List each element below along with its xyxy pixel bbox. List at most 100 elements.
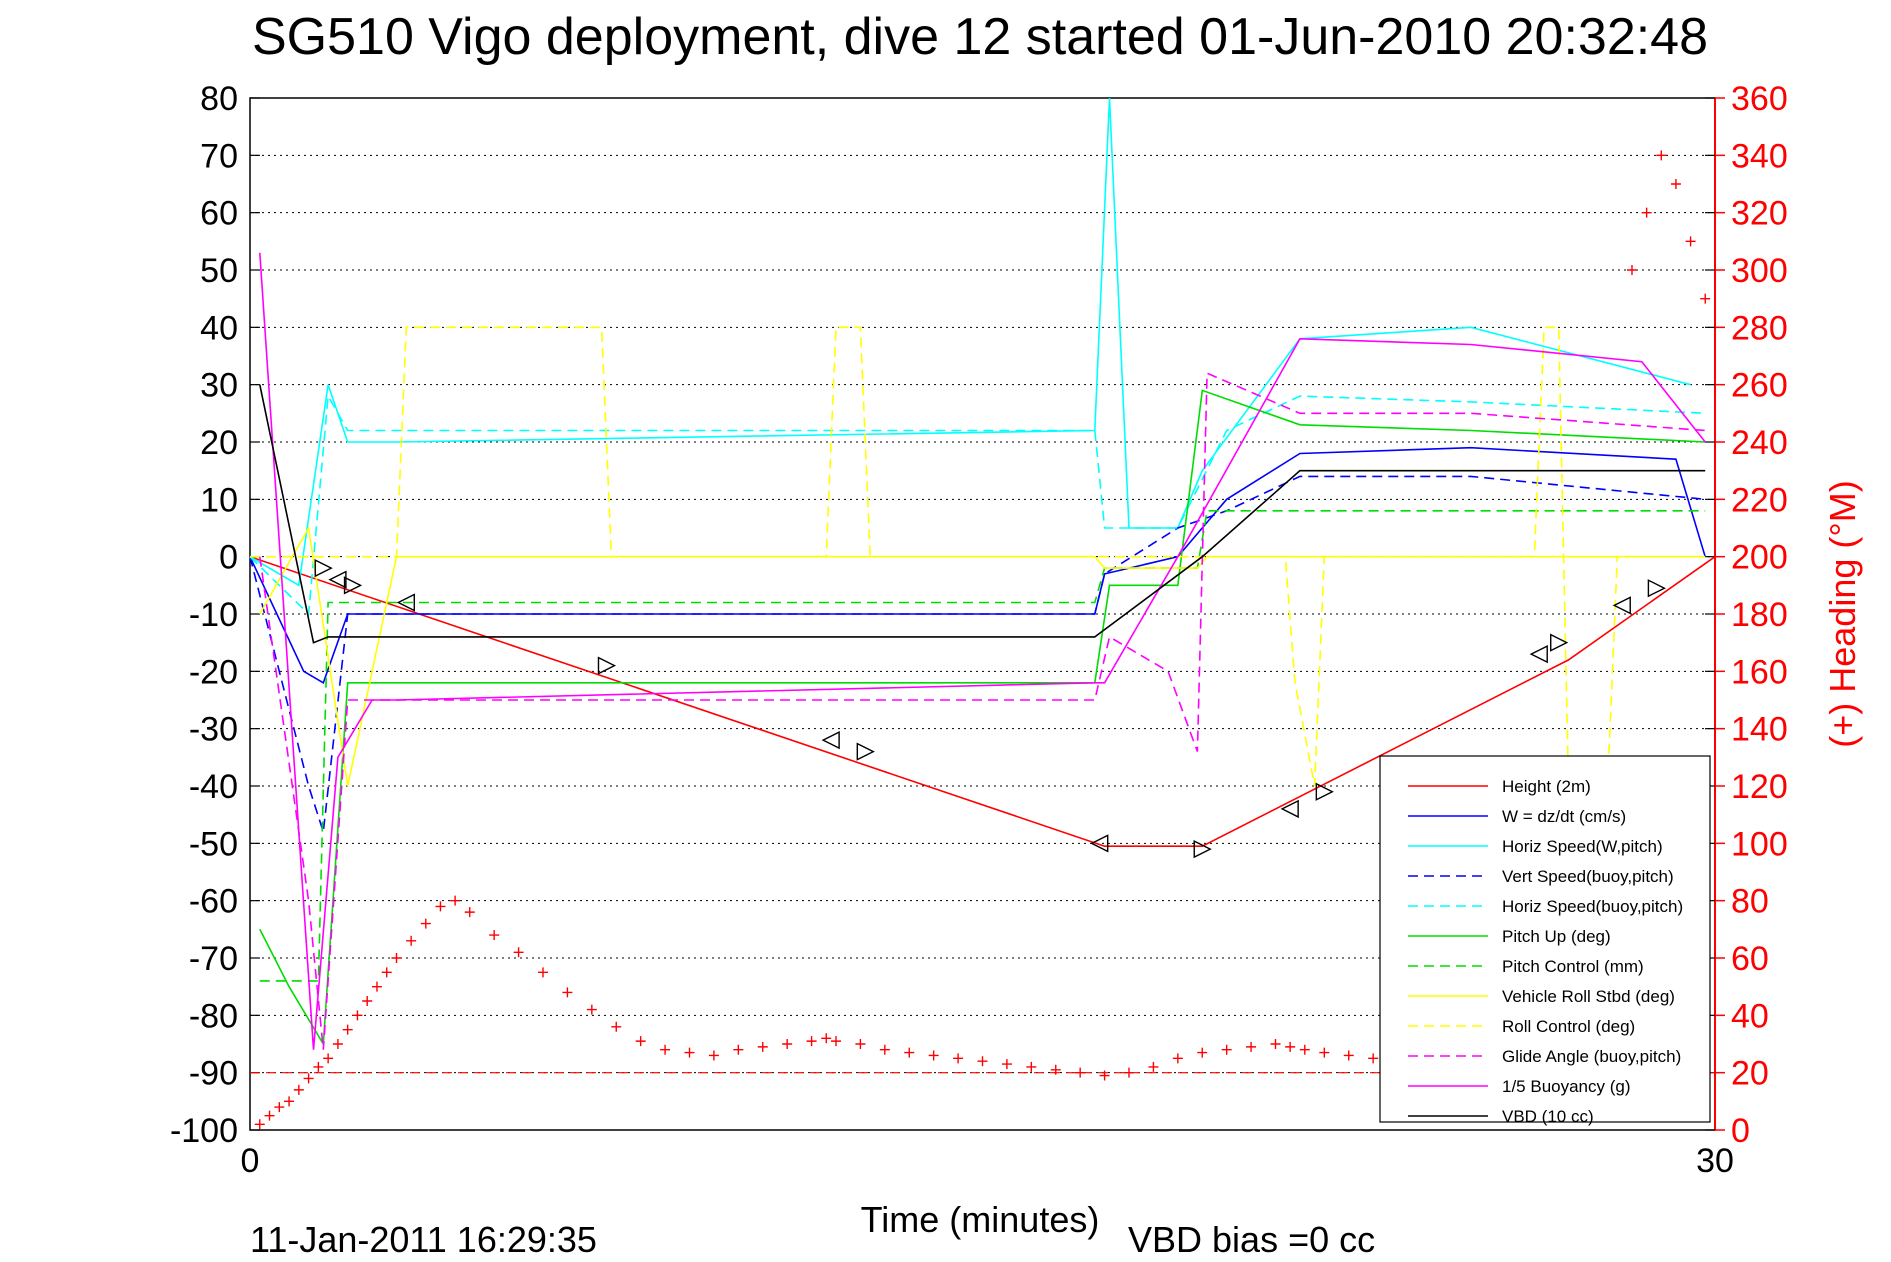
triangle-marker	[856, 742, 875, 761]
series-line-2	[249, 97, 1691, 587]
heading-tick-label: 320	[1731, 195, 1788, 233]
right-y-axis: 3603403203002802602402202001801601401201…	[1715, 80, 1788, 1150]
heading-point	[1670, 179, 1681, 189]
left-tick-label: 50	[200, 252, 238, 290]
left-tick-label: -80	[189, 997, 238, 1035]
heading-point	[1221, 1044, 1232, 1055]
left-tick-label: -90	[189, 1055, 238, 1093]
left-tick-label: 70	[200, 137, 238, 175]
heading-point	[855, 1039, 866, 1049]
heading-point	[1050, 1064, 1061, 1075]
heading-point	[332, 1039, 343, 1049]
heading-point	[684, 1047, 695, 1058]
heading-point	[1319, 1047, 1330, 1058]
series-line-4	[249, 393, 1706, 616]
heading-point	[635, 1036, 646, 1047]
series-line-0	[249, 555, 1716, 848]
triangle-marker	[1193, 839, 1212, 859]
heading-point	[371, 981, 382, 992]
triangle-marker	[396, 593, 415, 612]
heading-point	[362, 996, 373, 1006]
heading-tick-label: 180	[1731, 596, 1788, 634]
heading-tick-label: 120	[1731, 768, 1788, 806]
heading-point	[1299, 1044, 1310, 1055]
heading-point	[513, 947, 524, 958]
left-tick-label: -40	[189, 768, 238, 806]
footer-vbd-bias: VBD bias =0 cc	[1128, 1219, 1375, 1260]
heading-point	[1626, 265, 1637, 275]
left-tick-label: 60	[200, 195, 238, 233]
heading-point	[1641, 207, 1652, 218]
heading-point	[1026, 1061, 1037, 1072]
legend-entry: Pitch Up (deg)	[1502, 927, 1611, 946]
heading-point	[538, 967, 548, 978]
heading-point	[1001, 1059, 1012, 1070]
heading-tick-label: 0	[1731, 1112, 1750, 1150]
triangle-marker	[1647, 579, 1666, 598]
heading-point	[928, 1050, 939, 1061]
left-tick-label: -100	[170, 1112, 238, 1150]
heading-point	[831, 1036, 841, 1047]
heading-tick-label: 360	[1731, 80, 1788, 118]
heading-point	[254, 1119, 265, 1130]
legend-entry: Roll Control (deg)	[1502, 1017, 1635, 1036]
heading-point	[274, 1102, 285, 1113]
x-tick-label: 0	[241, 1142, 260, 1180]
heading-point	[1148, 1061, 1159, 1072]
triangle-marker	[343, 576, 363, 595]
heading-tick-label: 40	[1731, 997, 1769, 1035]
heading-point	[782, 1039, 793, 1049]
heading-point	[806, 1036, 817, 1047]
heading-point	[352, 1010, 363, 1021]
heading-point	[660, 1044, 671, 1055]
heading-tick-label: 280	[1731, 309, 1788, 347]
left-tick-label: 30	[200, 367, 238, 405]
triangle-marker	[1529, 645, 1548, 664]
triangle-marker	[1280, 799, 1299, 819]
x-axis: 0 30	[241, 1142, 1734, 1180]
heading-tick-label: 140	[1731, 711, 1788, 749]
series-line-7	[259, 525, 1706, 787]
heading-point	[464, 907, 475, 918]
left-tick-label: 20	[200, 424, 238, 462]
left-tick-label: 80	[200, 80, 238, 118]
heading-point	[303, 1073, 314, 1084]
heading-tick-label: 340	[1731, 137, 1788, 175]
legend-entry: W = dz/dt (cm/s)	[1502, 807, 1626, 826]
heading-point	[733, 1044, 744, 1055]
heading-point	[323, 1053, 334, 1064]
heading-point	[1172, 1053, 1183, 1064]
left-tick-label: -60	[189, 883, 238, 921]
heading-tick-label: 60	[1731, 940, 1769, 978]
triangle-marker	[1612, 596, 1631, 615]
series-line-10	[259, 252, 1706, 1050]
heading-point	[489, 930, 500, 941]
heading-tick-label: 300	[1731, 252, 1788, 290]
left-tick-label: 0	[219, 539, 238, 577]
x-tick-label: 30	[1696, 1142, 1734, 1180]
series-line-9	[259, 371, 1706, 1050]
heading-point	[953, 1053, 964, 1064]
heading-point	[313, 1061, 324, 1072]
left-tick-label: -10	[189, 596, 238, 634]
heading-point	[420, 918, 431, 929]
heading-point	[708, 1050, 719, 1061]
chart-title: SG510 Vigo deployment, dive 12 started 0…	[252, 8, 1708, 66]
heading-point	[1270, 1039, 1281, 1049]
heading-point	[1197, 1047, 1208, 1058]
series-lines	[249, 97, 1716, 1050]
series-line-1	[249, 446, 1706, 684]
heading-tick-label: 160	[1731, 653, 1788, 691]
heading-point	[342, 1024, 353, 1035]
triangle-markers	[314, 559, 1666, 859]
footer-timestamp: 11-Jan-2011 16:29:35	[250, 1219, 597, 1260]
heading-point	[879, 1044, 890, 1055]
triangle-marker	[328, 570, 347, 589]
legend-entry: Horiz Speed(buoy,pitch)	[1502, 897, 1683, 916]
heading-tick-label: 80	[1731, 883, 1769, 921]
heading-point	[757, 1041, 768, 1052]
right-axis-label: (+) Heading (°M)	[1822, 480, 1863, 747]
left-tick-label: -20	[189, 653, 238, 691]
heading-tick-label: 240	[1731, 424, 1788, 462]
